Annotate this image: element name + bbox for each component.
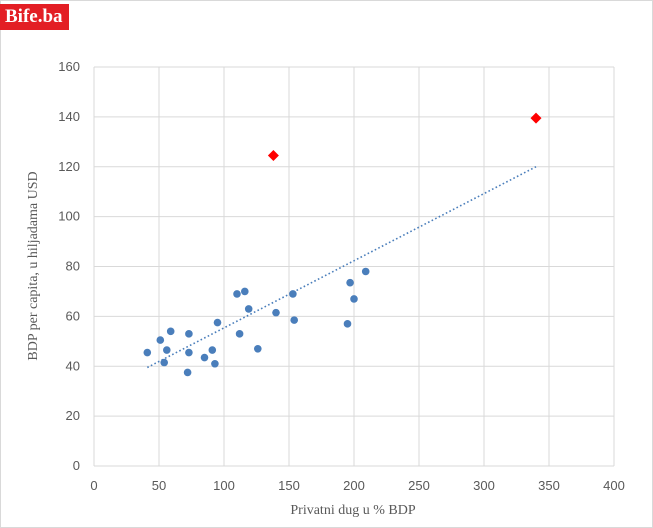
y-tick-label: 20 [66,408,80,423]
grid-lines [93,66,615,467]
brand-logo: Bife.ba [0,4,69,30]
data-point [185,348,193,357]
data-point [346,278,354,287]
trendline-group [146,166,537,369]
x-tick-label: 300 [473,478,495,493]
data-point [241,287,249,296]
data-point [233,290,241,298]
x-tick-label: 400 [603,478,625,493]
y-tick-labels: 0 20 40 60 80 100 120 140 160 [58,59,80,473]
x-tick-label: 0 [90,478,97,493]
data-point [272,308,280,317]
data-point [208,346,217,354]
outlier-point [530,112,542,124]
x-tick-label: 100 [213,478,235,493]
x-tick-label: 250 [408,478,430,493]
y-tick-label: 100 [58,209,80,224]
data-point [211,359,219,368]
data-point [213,318,222,327]
data-point [160,358,168,367]
data-point [163,346,171,354]
data-points [143,112,542,377]
outlier-point [267,150,279,162]
x-tick-label: 350 [538,478,560,493]
data-point [156,336,165,344]
data-point [290,316,299,324]
data-point [361,267,370,276]
x-axis-title: Privatni dug u % BDP [290,503,415,518]
x-tick-label: 200 [343,478,365,493]
data-point [166,327,175,336]
x-tick-label: 50 [152,478,166,493]
data-point [253,344,262,353]
y-tick-label: 40 [66,358,80,373]
data-point [200,353,209,362]
y-tick-label: 80 [66,259,80,274]
trendline [146,166,537,369]
y-tick-label: 120 [58,159,80,174]
data-point [183,368,192,377]
x-tick-labels: 0 50 100 150 200 250 300 350 400 [90,478,624,493]
y-tick-label: 160 [58,59,80,74]
y-tick-label: 140 [58,109,80,124]
y-tick-label: 0 [73,458,80,473]
data-point [143,348,152,357]
data-point [289,290,297,298]
data-point [185,330,193,338]
data-point [350,295,358,303]
data-point [343,320,352,328]
data-point [244,305,253,313]
x-tick-label: 150 [278,478,300,493]
y-tick-label: 60 [66,308,80,323]
y-axis-title: BDP per capita, u hiljadama USD [26,171,41,360]
data-point [235,330,244,338]
